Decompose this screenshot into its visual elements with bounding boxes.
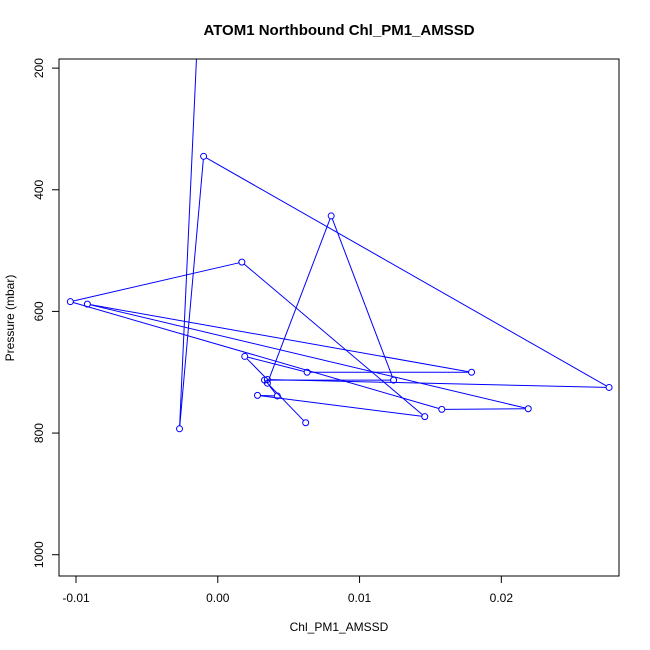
series-segment xyxy=(266,381,304,421)
series-segment xyxy=(444,408,526,410)
y-tick-label: 800 xyxy=(32,423,46,443)
series-segment xyxy=(270,379,607,388)
data-point xyxy=(468,368,476,376)
series-segment xyxy=(268,385,276,394)
y-tick-label: 400 xyxy=(32,179,46,199)
data-point xyxy=(303,368,311,376)
data-point xyxy=(438,405,446,413)
data-point xyxy=(176,425,184,433)
data-point xyxy=(390,376,398,384)
y-tick-label: 600 xyxy=(32,301,46,321)
data-point xyxy=(327,212,335,220)
series-segment xyxy=(268,218,331,381)
data-point xyxy=(253,391,261,399)
y-tick-label: 1000 xyxy=(32,541,46,568)
y-tick-label: 200 xyxy=(32,58,46,78)
data-point xyxy=(524,405,532,413)
x-tick-label: -0.01 xyxy=(62,591,90,605)
series-segment xyxy=(179,59,197,426)
x-tick-label: 0.01 xyxy=(348,591,372,605)
y-axis-label: Pressure (mbar) xyxy=(3,275,17,362)
data-point xyxy=(263,379,271,387)
x-tick-label: 0.00 xyxy=(206,591,230,605)
data-point xyxy=(200,152,208,160)
series-segment xyxy=(243,263,423,416)
plot-frame xyxy=(58,58,620,577)
data-point xyxy=(273,392,281,400)
data-point xyxy=(605,383,613,391)
series-segment xyxy=(90,304,469,373)
series-segment xyxy=(179,159,204,426)
series-segment xyxy=(73,262,240,302)
data-point xyxy=(66,298,74,306)
data-point xyxy=(83,300,91,308)
chart-title: ATOM1 Northbound Chl_PM1_AMSSD xyxy=(203,22,474,39)
data-point xyxy=(238,258,246,266)
data-point xyxy=(263,376,271,384)
x-axis-label: Chl_PM1_AMSSD xyxy=(290,620,389,634)
series-segment xyxy=(247,356,305,372)
series-segment xyxy=(246,358,266,378)
series-segment xyxy=(90,304,526,409)
data-point xyxy=(241,352,249,360)
series-segment xyxy=(331,218,393,378)
series-segment xyxy=(205,157,607,387)
series-segment xyxy=(260,395,422,417)
data-point xyxy=(302,419,310,427)
data-point xyxy=(421,413,429,421)
plot-area xyxy=(66,59,613,433)
series-segment xyxy=(73,302,440,409)
x-tick-label: 0.02 xyxy=(490,591,514,605)
